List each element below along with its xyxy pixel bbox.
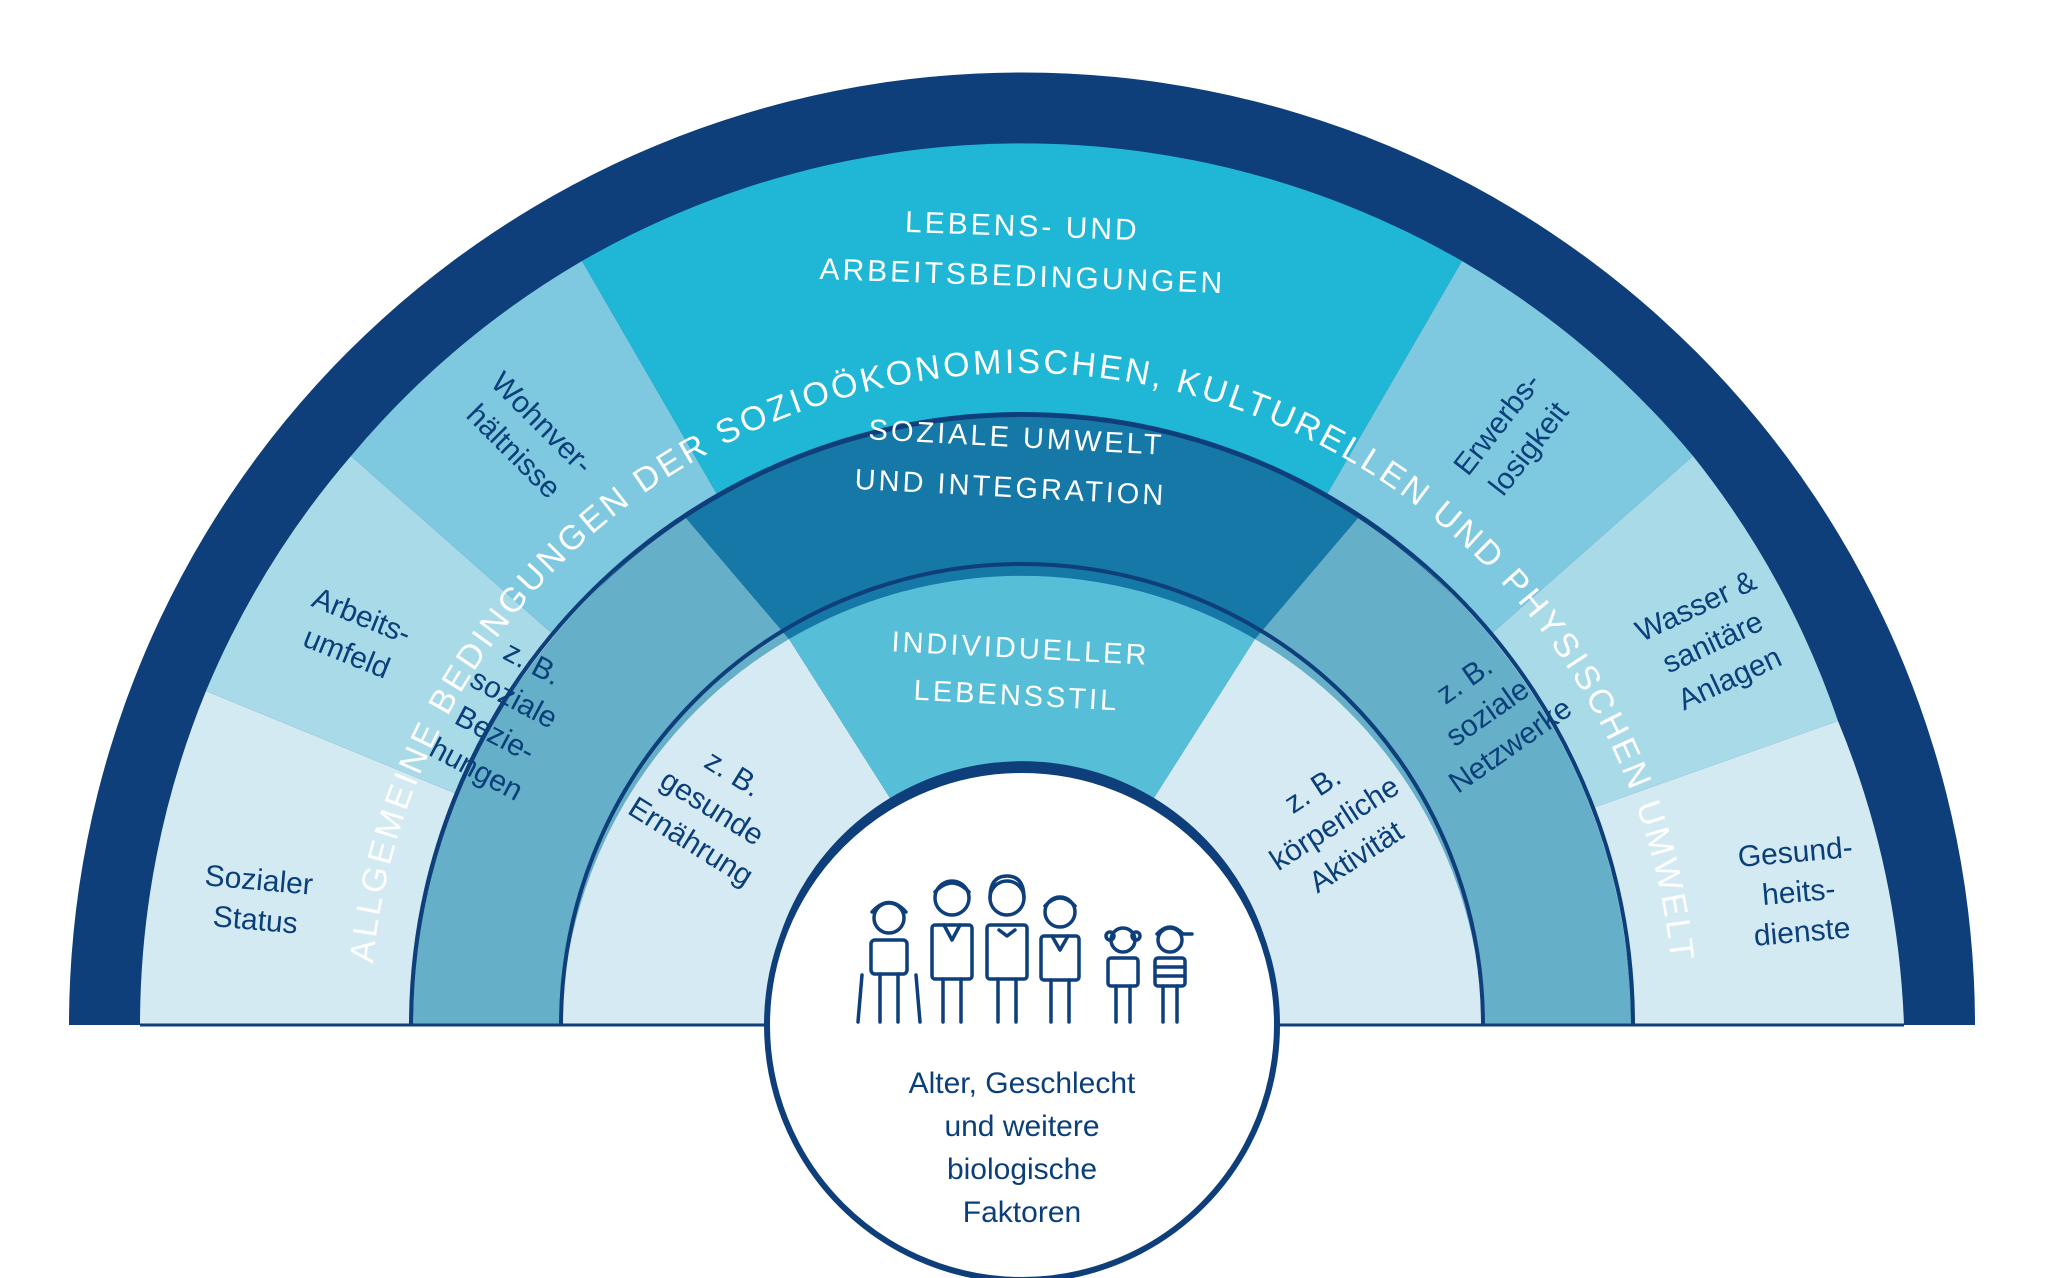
center-line-4: Faktoren — [963, 1196, 1081, 1229]
label-sozialer-status: Sozialer Status — [203, 859, 314, 940]
living-segment-left-1 — [140, 691, 457, 1025]
individual-segment-right — [1154, 639, 1483, 1025]
center-line-2: und weitere — [944, 1110, 1099, 1143]
center-circle — [764, 767, 1280, 1278]
center-line-1: Alter, Geschlecht — [909, 1067, 1136, 1100]
individual-segment-top — [789, 575, 1255, 798]
label-gesundheitsdienste: Gesund- heits- dienste — [1736, 831, 1854, 953]
family-people-icon — [856, 874, 1194, 1024]
center-line-3: biologische — [947, 1153, 1097, 1186]
ring-divider-outer — [409, 412, 1635, 1026]
living-segment-right-3 — [1587, 721, 1904, 1025]
individual-segment-left — [561, 639, 890, 1025]
living-segment-top — [582, 143, 1462, 496]
social-segment-top — [686, 416, 1358, 639]
living-segment-right-2 — [1489, 456, 1838, 810]
social-segment-right — [1255, 518, 1631, 1025]
social-segment-left — [413, 518, 789, 1025]
living-title-line1: LEBENS- UND — [904, 206, 1140, 247]
svg-text:heits-: heits- — [1761, 873, 1837, 912]
svg-text:Status: Status — [212, 900, 300, 940]
living-segment-right-1 — [1326, 261, 1693, 636]
living-segment-left-3 — [351, 261, 718, 636]
ring-divider-inner — [559, 562, 1485, 1026]
living-segment-left-2 — [206, 456, 555, 794]
